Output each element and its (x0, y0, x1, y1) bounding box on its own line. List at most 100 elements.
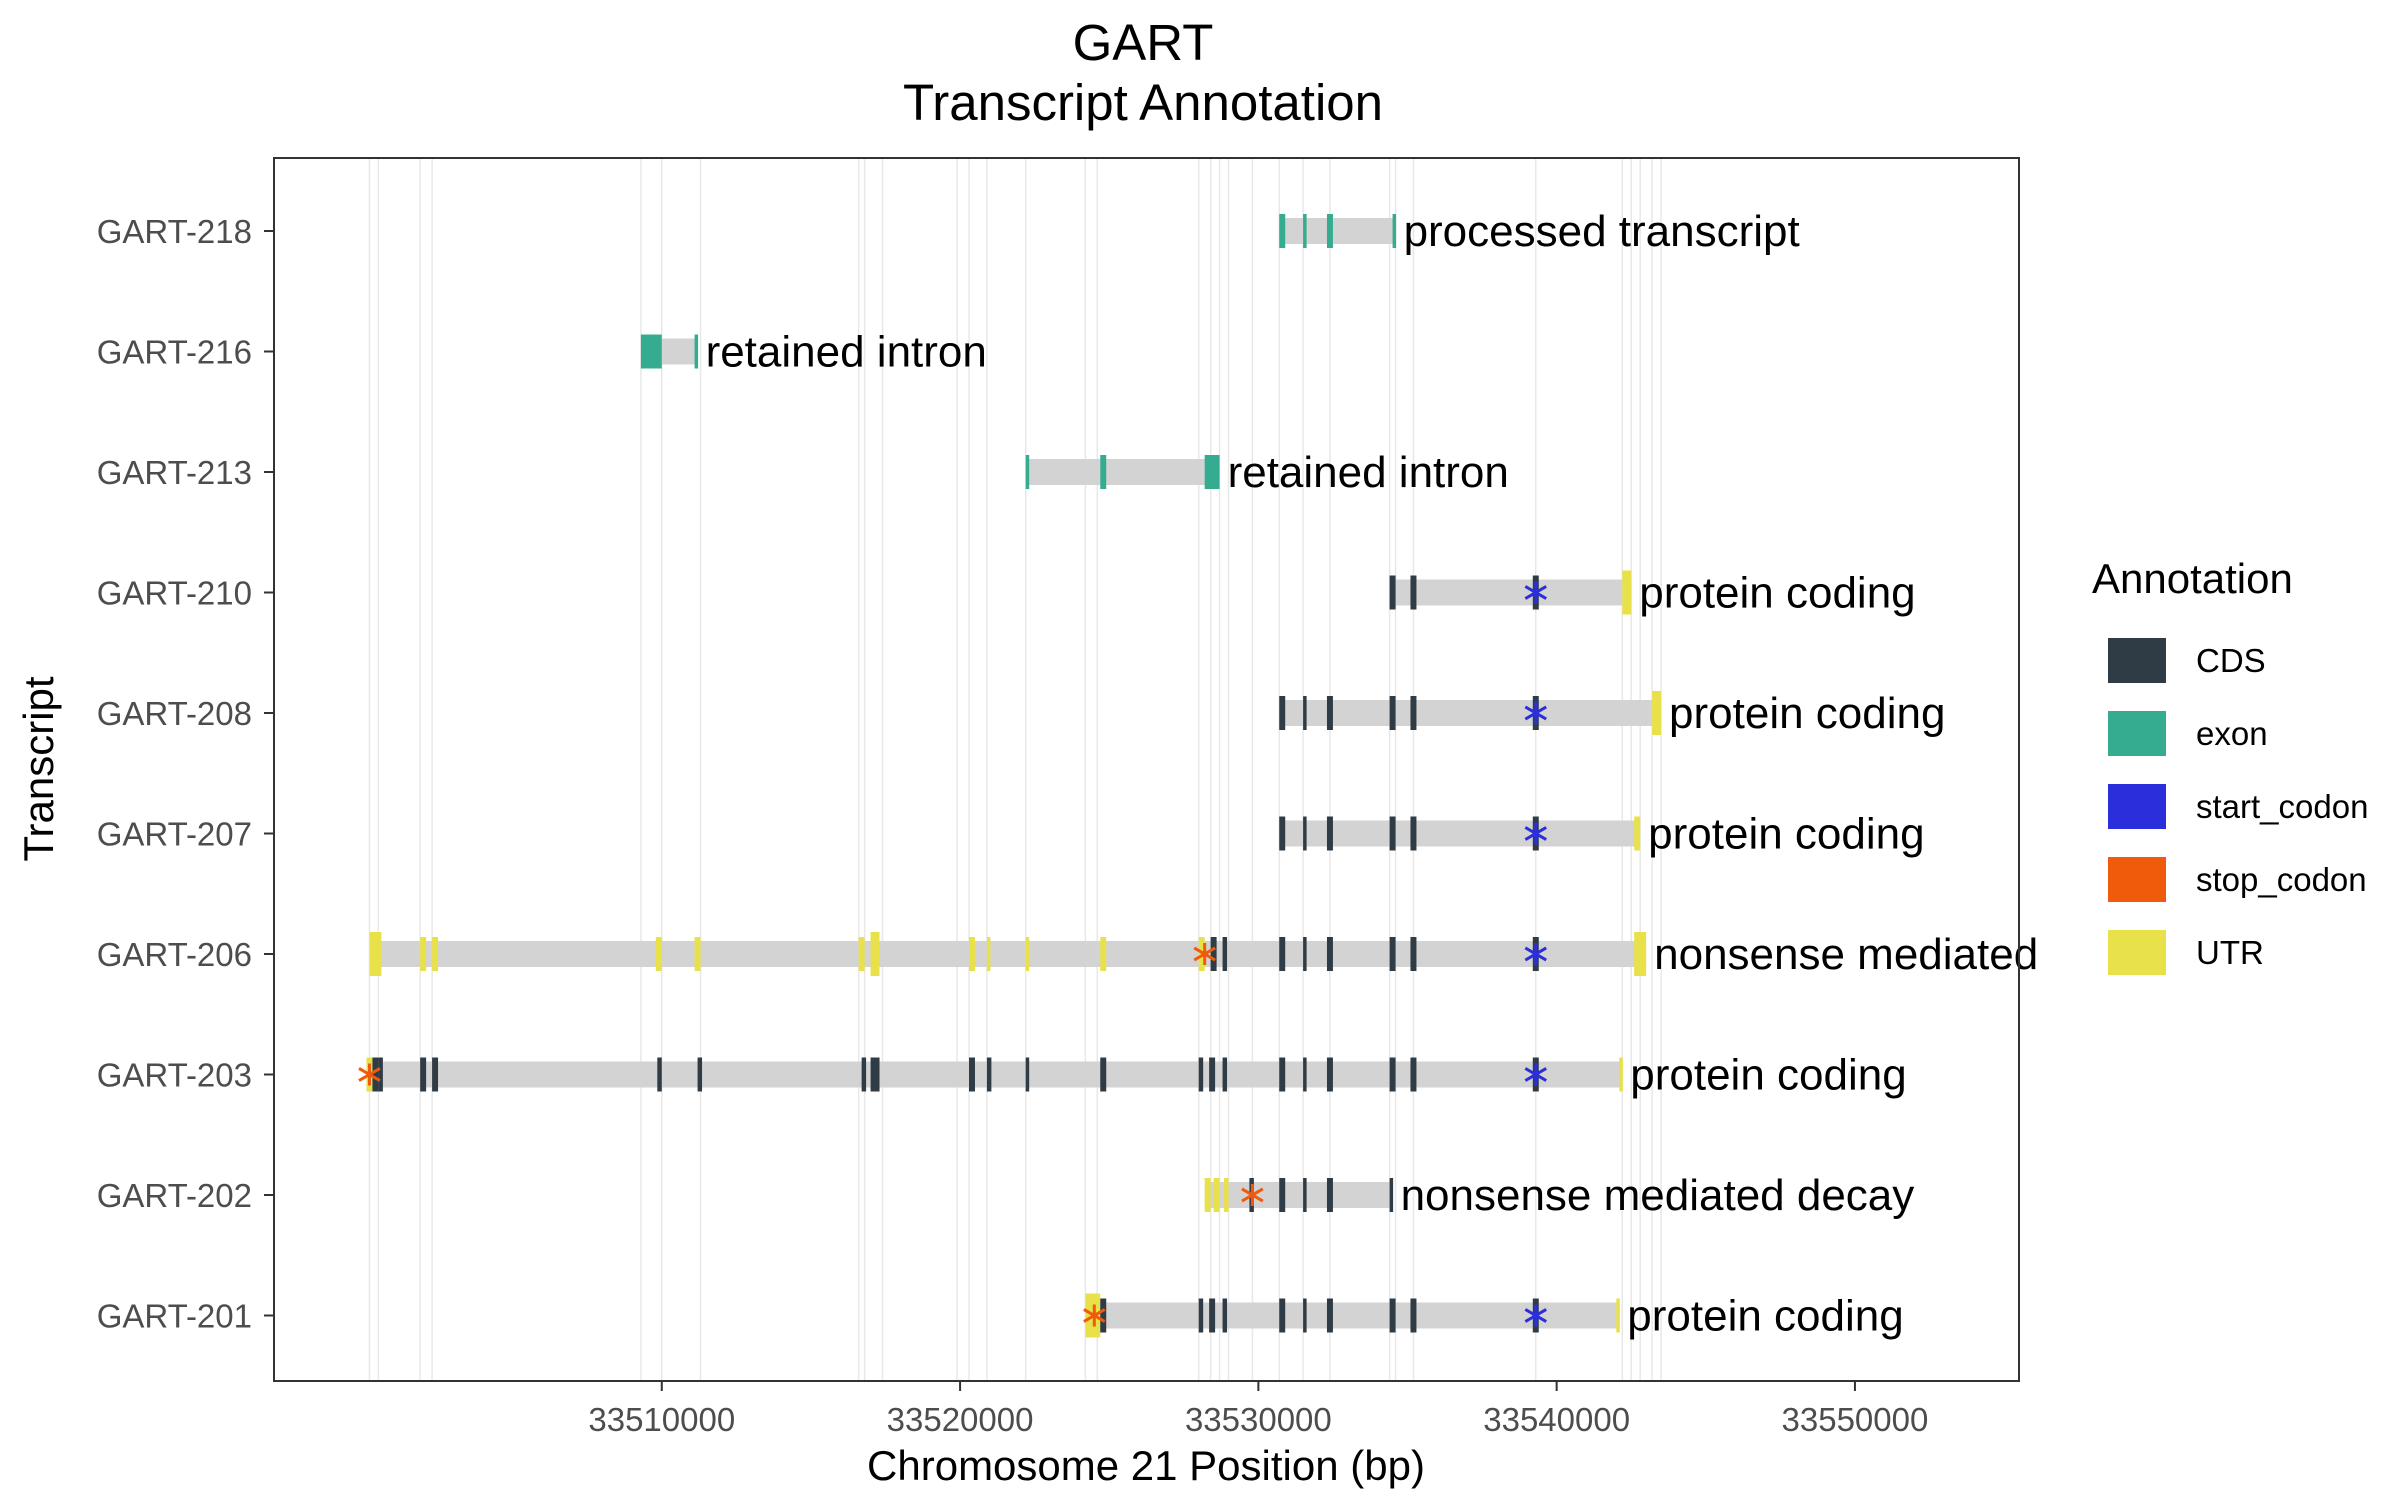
plot-panel-border (273, 157, 2020, 1382)
legend-label: UTR (2196, 934, 2264, 971)
biotype-label: protein coding (1669, 689, 1945, 738)
y-tick-label: GART-210 (97, 575, 252, 612)
legend: Annotation CDS exon start_codon stop_codon U… (2092, 555, 2368, 975)
biotype-label: protein coding (1648, 810, 1924, 859)
marker-stroke (1524, 705, 1547, 721)
cds-block (1410, 696, 1417, 730)
transcript-backbone (1389, 579, 1632, 606)
cds-block (1326, 1057, 1333, 1092)
cds-block (1222, 1057, 1228, 1092)
utr-block (1224, 1178, 1229, 1212)
cds-block (1326, 696, 1333, 730)
y-axis: GART-218 GART-216 GART-213 GART-210 GART-208… (97, 213, 274, 1335)
utr-block (1634, 932, 1647, 976)
cds-block (1389, 1178, 1394, 1212)
cds-block (861, 1057, 867, 1092)
utr-block (870, 932, 880, 976)
exon-block (1303, 214, 1307, 248)
exon-block (1100, 455, 1107, 489)
utr-block (420, 937, 427, 971)
utr-block (694, 937, 701, 971)
exon-block (1326, 214, 1333, 248)
x-tick-label: 33550000 (1782, 1401, 1929, 1438)
exon-block (694, 334, 699, 369)
transcript-backbone (366, 1061, 1623, 1088)
y-tick-label: GART-201 (97, 1298, 252, 1335)
cds-block (1410, 1057, 1417, 1092)
utr-block (1634, 816, 1641, 851)
cds-block (1389, 937, 1396, 971)
cds-block (1303, 1057, 1307, 1092)
stop-codon-marker (1241, 1184, 1264, 1206)
transcript-backbone (1025, 459, 1220, 485)
biotype-label: protein coding (1630, 1051, 1906, 1100)
start-codon-marker (1524, 1304, 1547, 1327)
cds-block (1389, 1057, 1396, 1092)
marker-stroke (1524, 1308, 1547, 1323)
cds-block (1389, 1298, 1396, 1333)
cds-block (1389, 816, 1396, 851)
y-tick-label: GART-216 (97, 334, 252, 371)
utr-block (858, 937, 865, 971)
utr-block (1619, 1057, 1623, 1092)
cds-block (1209, 1057, 1216, 1092)
biotype-label: processed transcript (1404, 207, 1800, 256)
cds-block (1410, 1298, 1417, 1333)
start-codon-marker (1524, 1063, 1547, 1086)
y-tick-label: GART-202 (97, 1177, 252, 1214)
legend-key-cds (2108, 638, 2166, 683)
transcript-backbone (1085, 1302, 1620, 1329)
cds-block (372, 1057, 379, 1092)
x-tick-label: 33530000 (1185, 1401, 1332, 1438)
cds-block (969, 1057, 975, 1092)
cds-block (1222, 937, 1228, 971)
marker-stroke (1524, 826, 1547, 841)
cds-block (1100, 1057, 1107, 1092)
utr-block (1025, 937, 1030, 971)
exon-block (1279, 214, 1286, 248)
cds-block (1279, 816, 1286, 851)
cds-block (1303, 937, 1307, 971)
legend-key-stop-codon (2108, 857, 2166, 902)
legend-key-start-codon (2108, 784, 2166, 829)
start-codon-marker (1524, 943, 1547, 965)
cds-block (870, 1057, 880, 1092)
y-tick-label: GART-218 (97, 213, 252, 250)
transcript-tracks (358, 214, 1662, 1338)
cds-block (1389, 575, 1396, 610)
cds-block (1210, 937, 1217, 971)
cds-block (657, 1057, 662, 1092)
y-tick-label: GART-207 (97, 816, 252, 853)
exon-block (1392, 214, 1397, 248)
utr-block (1204, 1178, 1211, 1212)
x-axis-title: Chromosome 21 Position (bp) (867, 1442, 1425, 1489)
utr-block (1213, 1178, 1220, 1212)
cds-block (1025, 1057, 1030, 1092)
utr-block (1622, 570, 1632, 615)
cds-block (697, 1057, 703, 1092)
stop-codon-marker (358, 1063, 381, 1086)
start-codon-marker (1524, 702, 1547, 724)
marker-stroke (1083, 1308, 1106, 1323)
marker-stroke (1524, 946, 1547, 962)
cds-block (1326, 937, 1333, 971)
start-codon-marker (1524, 822, 1547, 845)
cds-block (1326, 816, 1333, 851)
legend-key-exon (2108, 711, 2166, 756)
biotype-label: retained intron (706, 328, 987, 377)
cds-block (1279, 1057, 1286, 1092)
cds-block (1279, 1298, 1286, 1333)
biotype-label: protein coding (1639, 569, 1915, 618)
exon-block (640, 334, 662, 369)
utr-block (655, 937, 662, 971)
biotype-label: retained intron (1228, 448, 1509, 497)
utr-block (432, 937, 439, 971)
x-tick-label: 33520000 (887, 1401, 1034, 1438)
cds-block (1389, 696, 1396, 730)
cds-block (1303, 696, 1307, 730)
y-axis-title: Transcript (15, 676, 62, 861)
transcript-backbone (1279, 218, 1396, 244)
cds-block (1279, 696, 1286, 730)
stop-codon-marker (1083, 1304, 1106, 1327)
